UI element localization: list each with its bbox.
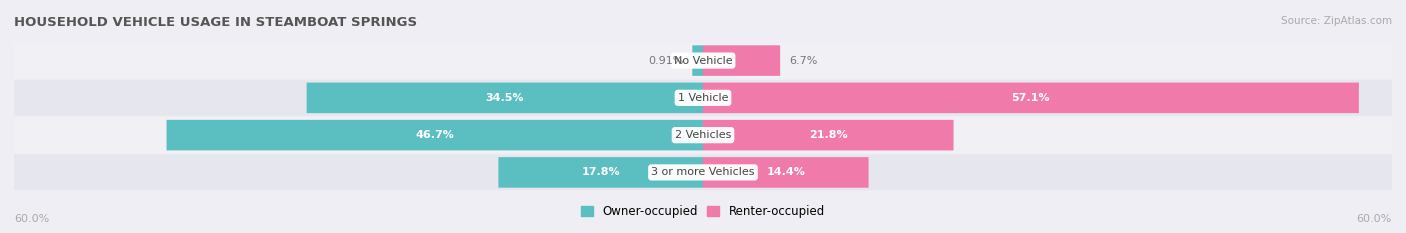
- FancyBboxPatch shape: [0, 43, 1406, 79]
- Text: 1 Vehicle: 1 Vehicle: [678, 93, 728, 103]
- Text: 14.4%: 14.4%: [766, 168, 806, 177]
- Text: 34.5%: 34.5%: [485, 93, 524, 103]
- Legend: Owner-occupied, Renter-occupied: Owner-occupied, Renter-occupied: [581, 205, 825, 218]
- Text: Source: ZipAtlas.com: Source: ZipAtlas.com: [1281, 16, 1392, 26]
- FancyBboxPatch shape: [166, 120, 703, 151]
- FancyBboxPatch shape: [307, 82, 703, 113]
- Text: 6.7%: 6.7%: [789, 56, 817, 65]
- Text: 21.8%: 21.8%: [808, 130, 848, 140]
- Text: 2 Vehicles: 2 Vehicles: [675, 130, 731, 140]
- Text: No Vehicle: No Vehicle: [673, 56, 733, 65]
- FancyBboxPatch shape: [498, 157, 703, 188]
- Text: 60.0%: 60.0%: [14, 214, 49, 224]
- Text: 3 or more Vehicles: 3 or more Vehicles: [651, 168, 755, 177]
- FancyBboxPatch shape: [0, 154, 1406, 190]
- FancyBboxPatch shape: [0, 80, 1406, 116]
- Text: 0.91%: 0.91%: [648, 56, 683, 65]
- FancyBboxPatch shape: [703, 120, 953, 151]
- FancyBboxPatch shape: [703, 82, 1358, 113]
- Text: HOUSEHOLD VEHICLE USAGE IN STEAMBOAT SPRINGS: HOUSEHOLD VEHICLE USAGE IN STEAMBOAT SPR…: [14, 16, 418, 29]
- FancyBboxPatch shape: [0, 117, 1406, 153]
- Text: 60.0%: 60.0%: [1357, 214, 1392, 224]
- Text: 46.7%: 46.7%: [415, 130, 454, 140]
- FancyBboxPatch shape: [703, 157, 869, 188]
- FancyBboxPatch shape: [703, 45, 780, 76]
- FancyBboxPatch shape: [692, 45, 703, 76]
- Text: 57.1%: 57.1%: [1011, 93, 1050, 103]
- Text: 17.8%: 17.8%: [582, 168, 620, 177]
